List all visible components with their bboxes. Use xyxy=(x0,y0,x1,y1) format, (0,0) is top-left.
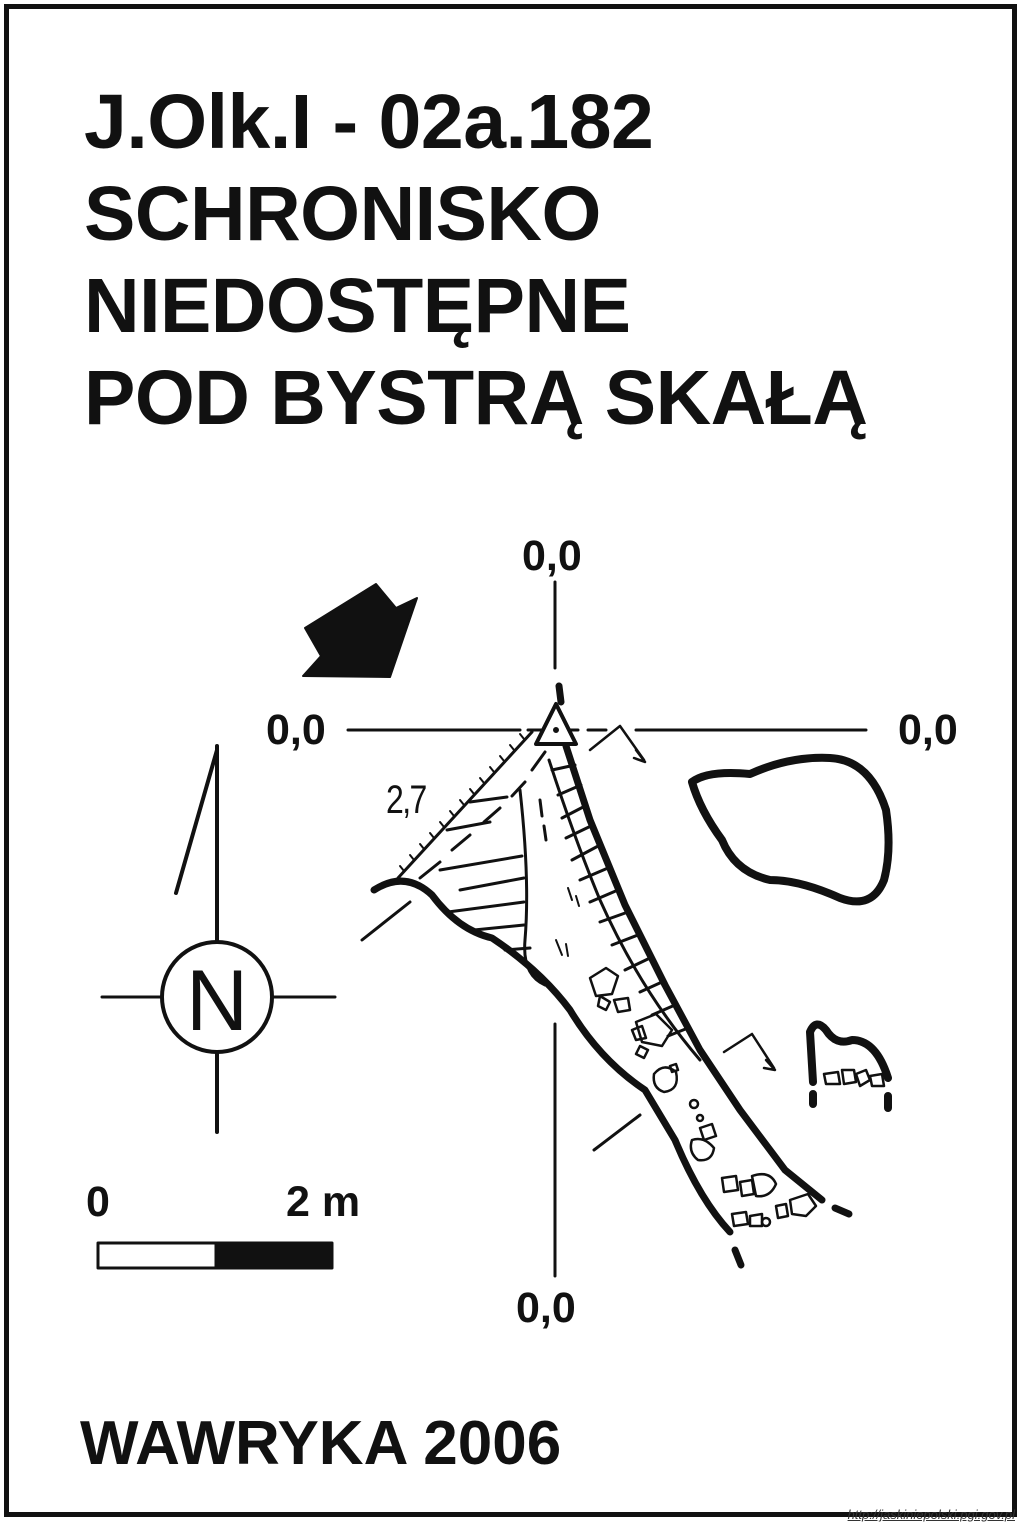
cave-name-line-2: NIEDOSTĘPNE xyxy=(84,263,631,349)
north-letter: N xyxy=(186,953,248,1049)
cave-wall-left xyxy=(370,877,734,1236)
cave-wall-right xyxy=(555,682,826,1204)
rock-rubble xyxy=(588,966,818,1228)
map-frame xyxy=(4,4,1017,1517)
cave-code: J.Olk.I - 02a.182 xyxy=(84,79,654,165)
rock-outcrop-lower xyxy=(806,1020,892,1086)
direction-arrows xyxy=(588,724,777,1072)
ledge-line xyxy=(518,758,702,1062)
entrance-arrow-icon xyxy=(302,583,418,678)
section-label-bottom: 0,0 xyxy=(516,1284,576,1332)
author-year: WAWRYKA 2006 xyxy=(80,1409,562,1478)
section-label-left: 0,0 xyxy=(266,706,326,754)
source-link[interactable]: http://jaskiniepolski.pgi.gov.pl xyxy=(847,1507,1015,1522)
cave-name-line-3: POD BYSTRĄ SKAŁĄ xyxy=(84,355,868,441)
rock-outcrop-upper xyxy=(688,753,893,906)
section-label-right: 0,0 xyxy=(898,706,958,754)
slope-hatching-right xyxy=(550,763,690,1038)
depth-label: 2,7 xyxy=(386,778,427,822)
scale-bar-graphic xyxy=(96,1241,334,1270)
scale-end-label: 2 m xyxy=(286,1178,361,1226)
map-title: J.Olk.I - 02a.182 SCHRONISKO NIEDOSTĘPNE… xyxy=(84,76,868,444)
scale-start-label: 0 xyxy=(86,1178,110,1226)
north-compass-icon xyxy=(100,744,337,1134)
cave-name-line-1: SCHRONISKO xyxy=(84,171,601,257)
slope-hatching-left xyxy=(438,795,532,952)
section-label-top: 0,0 xyxy=(522,532,582,580)
section-line-cross xyxy=(346,580,868,1278)
survey-station-icon xyxy=(534,702,578,746)
